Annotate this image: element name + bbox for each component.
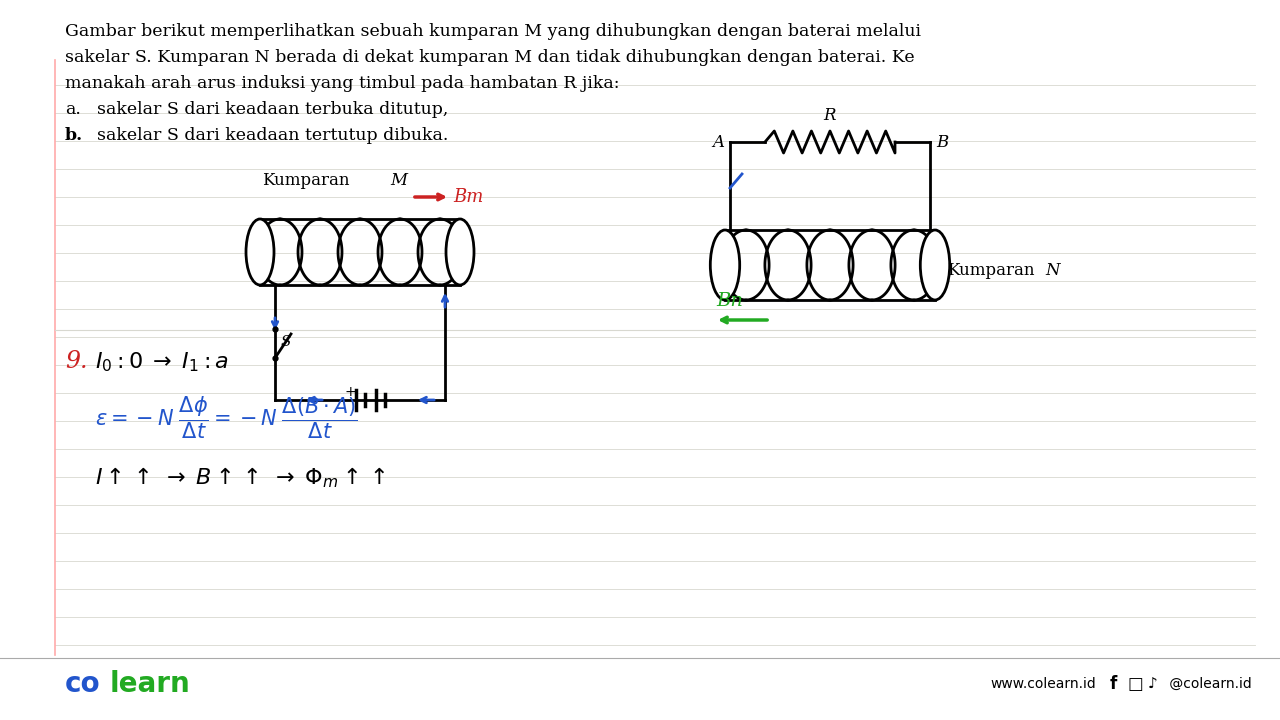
Text: +: + — [344, 385, 356, 399]
Text: www.colearn.id: www.colearn.id — [989, 677, 1096, 691]
Text: S: S — [282, 335, 292, 349]
Text: $\mathit{I}\uparrow\uparrow \;\rightarrow\; \mathit{B}\uparrow\uparrow \;\righta: $\mathit{I}\uparrow\uparrow \;\rightarro… — [95, 465, 387, 490]
Text: Bn: Bn — [717, 292, 744, 310]
Text: N: N — [1044, 261, 1060, 279]
Text: $\varepsilon = -N \; \dfrac{\Delta\phi}{\Delta t} = -N \; \dfrac{\Delta(B \cdot : $\varepsilon = -N \; \dfrac{\Delta\phi}{… — [95, 394, 358, 441]
Text: Kumparan: Kumparan — [262, 172, 349, 189]
Text: Bm: Bm — [453, 188, 484, 206]
Text: M: M — [390, 172, 407, 189]
Ellipse shape — [445, 219, 474, 285]
Text: sakelar S. Kumparan N berada di dekat kumparan M dan tidak dihubungkan dengan ba: sakelar S. Kumparan N berada di dekat ku… — [65, 49, 915, 66]
Ellipse shape — [246, 219, 274, 285]
Text: manakah arah arus induksi yang timbul pada hambatan R jika:: manakah arah arus induksi yang timbul pa… — [65, 75, 620, 92]
Text: Kumparan: Kumparan — [947, 261, 1034, 279]
Text: A: A — [712, 133, 724, 150]
Text: Gambar berikut memperlihatkan sebuah kumparan M yang dihubungkan dengan baterai : Gambar berikut memperlihatkan sebuah kum… — [65, 23, 922, 40]
Text: □: □ — [1128, 675, 1144, 693]
Text: @colearn.id: @colearn.id — [1165, 677, 1252, 691]
Text: co: co — [65, 670, 101, 698]
Text: $\mathit{I}_0 : 0 \;\rightarrow\; \mathit{I}_1 : a$: $\mathit{I}_0 : 0 \;\rightarrow\; \mathi… — [95, 350, 229, 374]
Text: f: f — [1110, 675, 1117, 693]
Text: R: R — [824, 107, 836, 124]
Text: a.: a. — [65, 101, 81, 118]
Text: learn: learn — [110, 670, 191, 698]
Text: 9.: 9. — [65, 350, 87, 373]
Text: ♪: ♪ — [1148, 677, 1157, 691]
Ellipse shape — [920, 230, 950, 300]
Text: sakelar S dari keadaan terbuka ditutup,: sakelar S dari keadaan terbuka ditutup, — [97, 101, 448, 118]
Text: b.: b. — [65, 127, 83, 144]
Text: sakelar S dari keadaan tertutup dibuka.: sakelar S dari keadaan tertutup dibuka. — [97, 127, 448, 144]
Ellipse shape — [710, 230, 740, 300]
Text: B: B — [936, 133, 948, 150]
